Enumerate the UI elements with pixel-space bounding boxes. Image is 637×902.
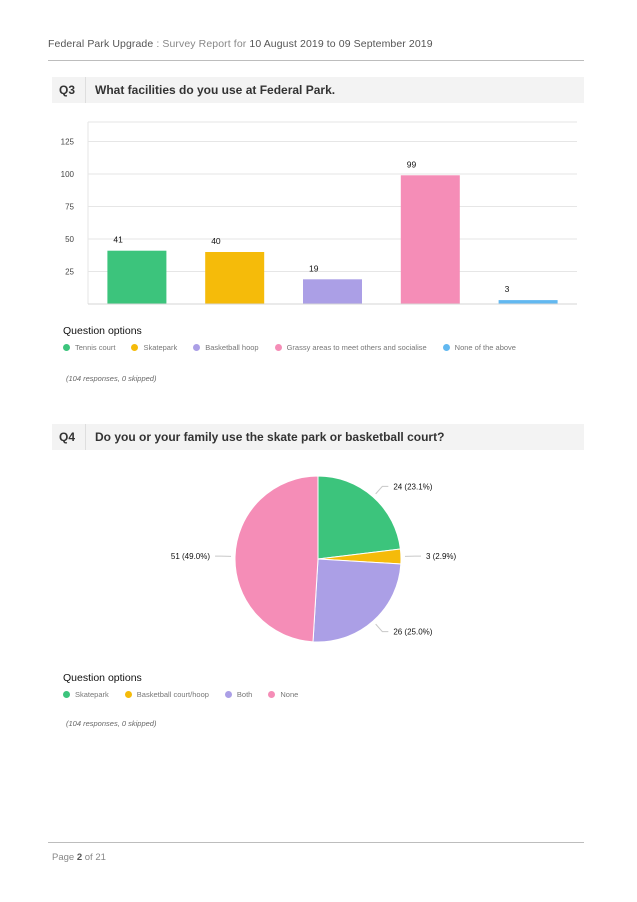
q3-legend-swatch bbox=[193, 344, 201, 351]
pie-slice bbox=[312, 558, 402, 643]
q4-number: Q4 bbox=[52, 424, 86, 450]
bar-y-tick-label: 25 bbox=[65, 268, 74, 277]
bar bbox=[400, 175, 460, 304]
q3-legend-label: Skatepark bbox=[143, 343, 178, 352]
q4-legend-label: Both bbox=[236, 690, 253, 699]
q4-legend-item: Both bbox=[224, 690, 253, 699]
q4-legend-label: Skatepark bbox=[75, 690, 109, 699]
q4-options-title: Question options bbox=[63, 672, 142, 684]
page-number: 2 bbox=[76, 852, 83, 863]
q3-legend: Tennis court Skatepark Basketball hoop Gras… bbox=[63, 343, 532, 352]
report-title: Federal Park Upgrade bbox=[48, 38, 154, 50]
bar-value-label: 3 bbox=[505, 284, 510, 294]
bar-y-tick-label: 100 bbox=[61, 170, 75, 179]
pie-slice-label: 3 (2.9%) bbox=[426, 552, 457, 561]
header-separator: : bbox=[153, 38, 163, 50]
q4-legend-label: Basketball court/hoop bbox=[136, 690, 209, 699]
pie-slice-label: 51 (49.0%) bbox=[171, 552, 210, 561]
pie-slice-label: 26 (25.0%) bbox=[393, 628, 432, 637]
q4-pie-chart: 24 (23.1%) 3 (2.9%) 26 (25.0%) 51 (49.0%) bbox=[171, 475, 457, 643]
q3-legend-swatch bbox=[131, 344, 139, 351]
q4-legend-label: None bbox=[280, 690, 299, 699]
q3-number: Q3 bbox=[52, 77, 86, 103]
pie-slice-label: 24 (23.1%) bbox=[393, 482, 432, 491]
page-footer: Page 2 of 21 bbox=[52, 852, 106, 863]
q3-legend-swatch bbox=[442, 344, 450, 351]
q3-legend-label: Basketball hoop bbox=[205, 343, 259, 352]
pie-leader-line bbox=[375, 623, 389, 633]
q4-legend-swatch bbox=[63, 691, 70, 698]
q3-legend-item: Tennis court bbox=[63, 343, 115, 352]
q3-legend-label: Tennis court bbox=[75, 343, 116, 352]
q4-legend-item: Skatepark bbox=[63, 690, 109, 699]
q4-legend: Skatepark Basketball court/hoop Both None bbox=[63, 690, 314, 699]
q4-legend-item: None bbox=[268, 690, 298, 699]
bar-value-label: 19 bbox=[309, 263, 319, 273]
q3-legend-label: Grassy areas to meet others and socialis… bbox=[286, 343, 427, 352]
bar bbox=[205, 252, 265, 304]
pie-leader-line bbox=[375, 485, 389, 495]
q3-legend-item: Basketball hoop bbox=[193, 343, 259, 352]
bar-y-tick-label: 50 bbox=[65, 235, 74, 244]
q4-legend-swatch bbox=[268, 691, 276, 698]
page-prefix: Page bbox=[52, 852, 77, 863]
q4-header: Q4 Do you or your family use the skate p… bbox=[52, 424, 584, 450]
bar bbox=[303, 279, 362, 304]
q3-question: What facilities do you use at Federal Pa… bbox=[95, 83, 336, 97]
pie-slice bbox=[317, 475, 401, 560]
page-suffix: of 21 bbox=[82, 852, 106, 863]
q3-header: Q3 What facilities do you use at Federal… bbox=[52, 77, 584, 103]
q3-bar-chart: 25 50 75 100 125 41 40 19 99 3 bbox=[61, 121, 577, 305]
header-rule bbox=[48, 60, 584, 61]
q3-legend-item: Skatepark bbox=[131, 343, 177, 352]
bar-value-label: 40 bbox=[211, 236, 221, 246]
q4-question: Do you or your family use the skate park… bbox=[95, 430, 445, 444]
bar bbox=[498, 300, 558, 304]
bar-value-label: 41 bbox=[113, 235, 123, 245]
report-date-range: 10 August 2019 to 09 September 2019 bbox=[249, 38, 433, 50]
q3-options-title: Question options bbox=[63, 325, 142, 337]
bar-y-tick-label: 75 bbox=[65, 203, 74, 212]
page-header: Federal Park Upgrade : Survey Report for… bbox=[48, 38, 584, 60]
bar-y-tick-label: 125 bbox=[61, 138, 75, 147]
q3-legend-item: Grassy areas to meet others and socialis… bbox=[274, 343, 427, 352]
pie-slice bbox=[234, 475, 319, 643]
bar bbox=[107, 250, 167, 304]
report-label: Survey Report for bbox=[162, 38, 250, 50]
q3-legend-label: None of the above bbox=[454, 343, 516, 352]
q4-legend-swatch bbox=[124, 691, 132, 698]
q3-legend-item: None of the above bbox=[442, 343, 516, 352]
q3-legend-swatch bbox=[63, 344, 70, 351]
footer-rule bbox=[48, 842, 584, 843]
q4-legend-swatch bbox=[224, 691, 232, 698]
q4-legend-item: Basketball court/hoop bbox=[124, 690, 209, 699]
q4-response-note: (104 responses, 0 skipped) bbox=[66, 719, 157, 728]
bar-value-label: 99 bbox=[407, 159, 417, 169]
q3-legend-swatch bbox=[274, 344, 282, 351]
q3-response-note: (104 responses, 0 skipped) bbox=[66, 374, 157, 383]
